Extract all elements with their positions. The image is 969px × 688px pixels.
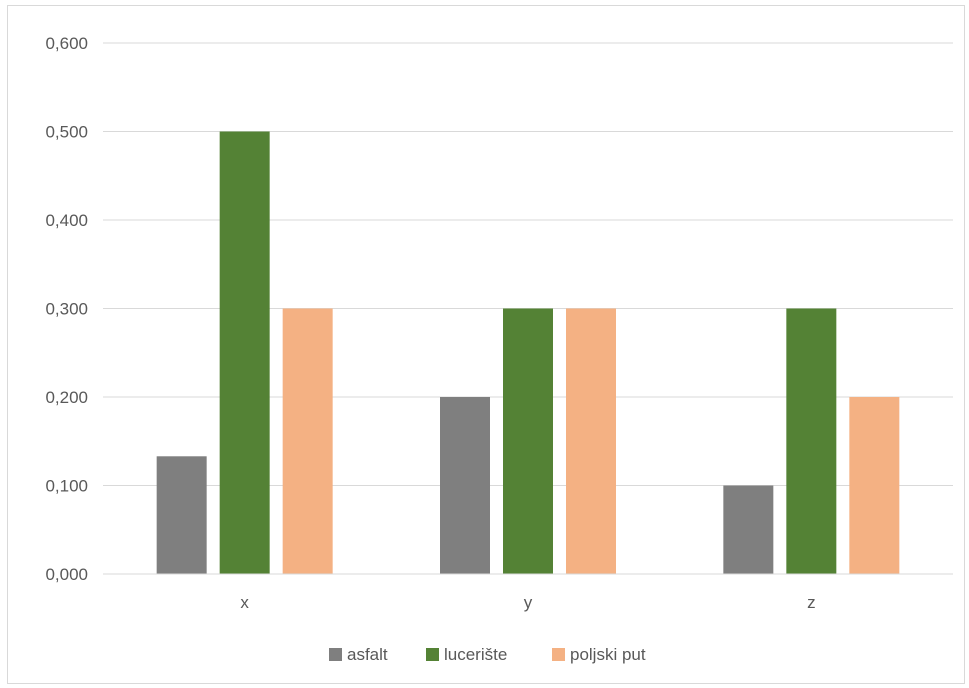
bar-x-0 — [156, 456, 207, 574]
legend-label: asfalt — [347, 645, 388, 664]
x-axis: x y z — [103, 573, 953, 612]
x-tick-label: y — [524, 593, 533, 612]
x-tick-label: z — [807, 593, 816, 612]
bar-y-1 — [503, 308, 553, 574]
bar-y-0 — [440, 397, 490, 574]
y-axis: 0,000 0,100 0,200 0,300 0,400 0,500 0,600 — [45, 34, 88, 584]
bar-x-2 — [282, 308, 333, 574]
y-tick-label: 0,300 — [45, 300, 88, 319]
bars — [156, 131, 900, 574]
x-tick-label: x — [240, 593, 249, 612]
legend-label: poljski put — [570, 645, 646, 664]
y-tick-label: 0,400 — [45, 211, 88, 230]
bar-y-2 — [566, 308, 616, 574]
bar-x-1 — [219, 131, 270, 574]
bar-z-0 — [723, 485, 774, 574]
bar-z-1 — [786, 308, 837, 574]
y-tick-label: 0,500 — [45, 123, 88, 142]
y-tick-label: 0,200 — [45, 388, 88, 407]
legend: asfalt lucerište poljski put — [329, 645, 646, 664]
y-tick-label: 0,100 — [45, 477, 88, 496]
legend-label: lucerište — [444, 645, 507, 664]
bar-z-2 — [849, 397, 900, 574]
legend-swatch — [426, 648, 439, 661]
legend-swatch — [329, 648, 342, 661]
legend-swatch — [552, 648, 565, 661]
y-tick-label: 0,000 — [45, 565, 88, 584]
y-tick-label: 0,600 — [45, 34, 88, 53]
